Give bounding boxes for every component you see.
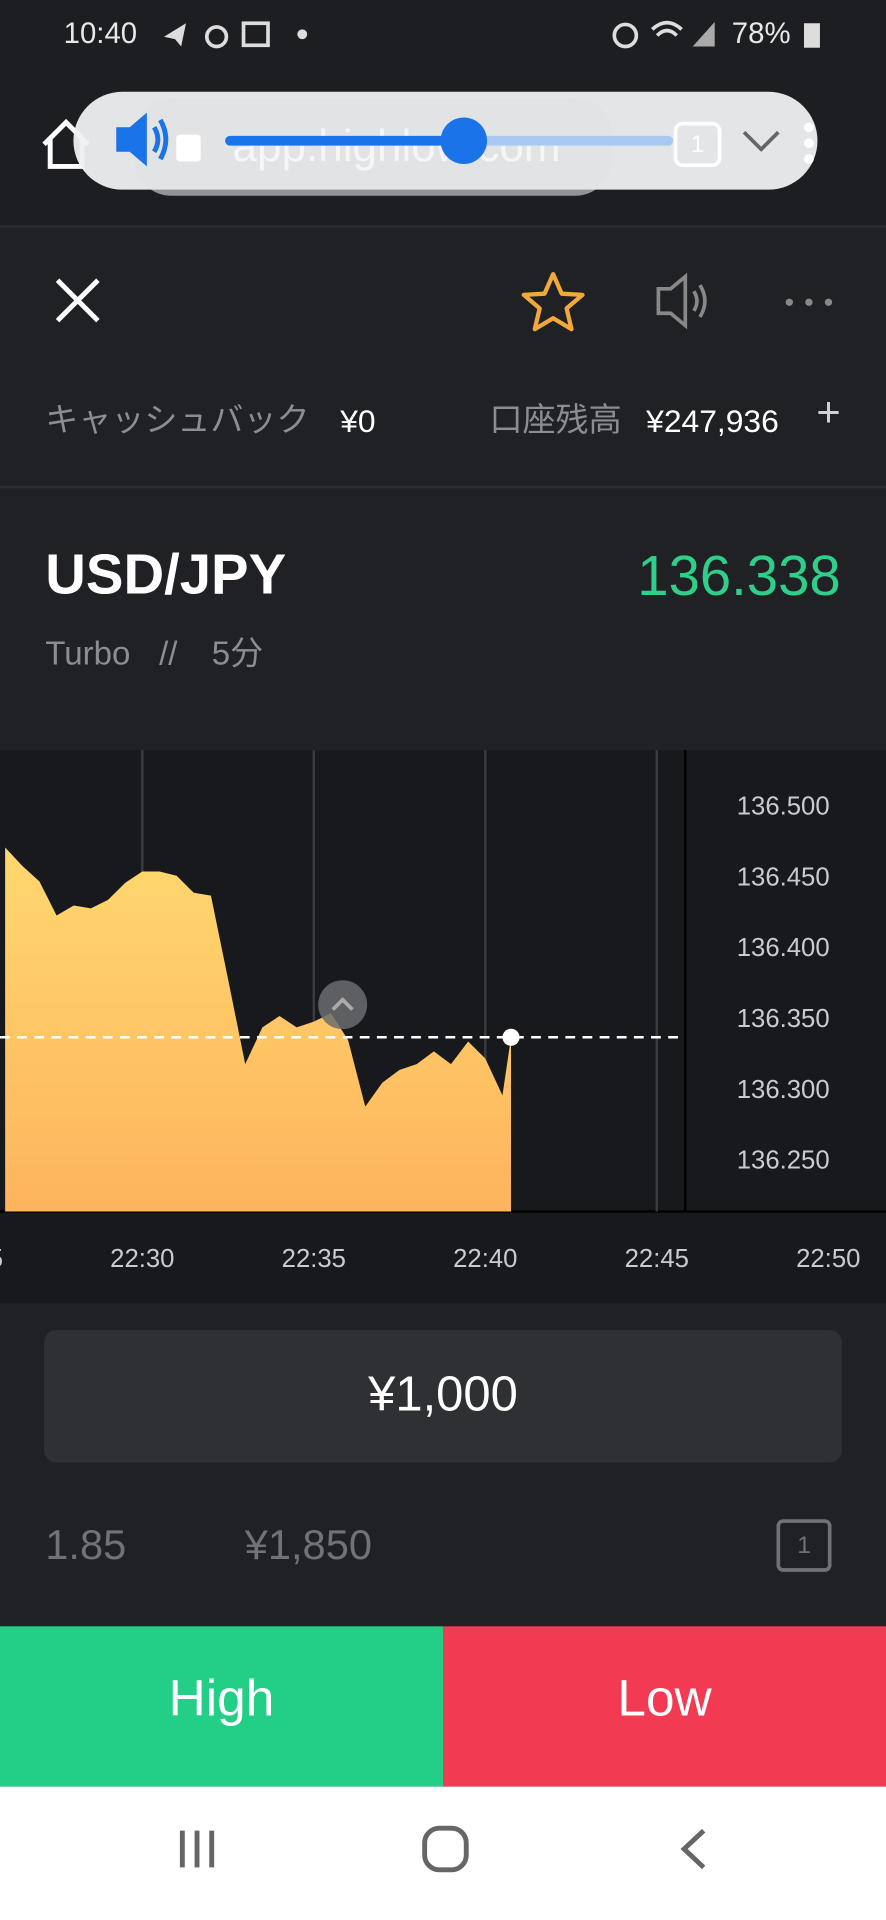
favorite-icon[interactable] — [521, 271, 585, 332]
alarm-icon — [612, 22, 639, 49]
product-name: Turbo — [45, 636, 130, 673]
volume-waves — [152, 118, 169, 161]
y-tick-label: 136.400 — [737, 934, 830, 962]
current-point — [502, 1028, 520, 1046]
product-duration: 5分 — [212, 636, 263, 673]
recents-button[interactable] — [179, 1830, 215, 1868]
one-click-icon[interactable] — [776, 1519, 832, 1572]
sound-icon[interactable] — [656, 272, 688, 330]
balance-value: ¥247,936 — [645, 403, 779, 439]
menu-dot — [804, 122, 814, 133]
volume-track-fill — [225, 135, 466, 146]
low-label: Low — [617, 1669, 712, 1727]
one-click-count: 1 — [797, 1532, 811, 1559]
gallery-icon — [241, 21, 270, 48]
x-tick-label: 22:35 — [282, 1245, 346, 1273]
menu-dot — [804, 138, 814, 149]
x-tick-label: 22:50 — [796, 1245, 860, 1273]
cashback-value: ¥0 — [339, 403, 375, 439]
volume-icon — [116, 112, 147, 167]
wifi-icon — [651, 20, 683, 37]
y-tick-label: 136.450 — [737, 863, 830, 891]
product-separator: // — [159, 636, 178, 673]
close-icon[interactable] — [55, 278, 100, 323]
price-area — [5, 847, 512, 1212]
balance-label: 口座残高 — [490, 402, 622, 439]
url-text: app.highlow.com — [233, 122, 561, 171]
signal-icon — [692, 22, 715, 47]
y-tick-label: 136.500 — [737, 793, 830, 821]
back-button[interactable] — [680, 1828, 706, 1870]
dot-icon — [297, 29, 308, 40]
home-button[interactable] — [422, 1825, 469, 1873]
lock-icon — [176, 134, 201, 162]
price-chart: 22:25 22:30 22:35 22:40 22:45 22:50 136.500 136… — [0, 750, 860, 1273]
tab-count: 1 — [691, 131, 705, 158]
timer-icon — [204, 25, 229, 49]
more-dot[interactable] — [785, 298, 793, 306]
payout-rate: 1.85 — [45, 1521, 126, 1568]
high-label: High — [169, 1669, 275, 1727]
tabs-button[interactable] — [673, 121, 722, 168]
x-tick-label: 22:45 — [625, 1245, 689, 1273]
x-tick-label: 22:40 — [453, 1245, 517, 1273]
y-tick-label: 136.300 — [737, 1076, 830, 1104]
amount-field[interactable] — [44, 1330, 842, 1463]
url-field[interactable] — [134, 97, 612, 196]
volume-track — [465, 135, 674, 146]
battery-text: 78% — [732, 17, 791, 50]
x-tick-label: 22:30 — [110, 1245, 174, 1273]
asset-price: 136.338 — [637, 544, 840, 607]
x-tick-label: 22:25 — [0, 1245, 3, 1273]
battery-icon — [804, 23, 820, 48]
y-tick-label: 136.250 — [737, 1147, 830, 1175]
scroll-arrow — [331, 997, 354, 1011]
more-dot — [805, 298, 813, 306]
status-time: 10:40 — [64, 17, 137, 50]
payout: ¥1,850 — [244, 1521, 372, 1568]
asset-symbol: USD/JPY — [45, 543, 286, 606]
sound-waves — [692, 284, 707, 318]
more-dot — [824, 298, 833, 306]
cashback-label: キャッシュバック — [45, 402, 309, 439]
low-button[interactable] — [443, 1626, 886, 1787]
amount: ¥1,000 — [367, 1367, 518, 1421]
high-button[interactable] — [0, 1626, 443, 1787]
y-tick-label: 136.350 — [737, 1005, 830, 1033]
deposit-button[interactable]: + — [816, 388, 840, 435]
chevron[interactable] — [742, 130, 780, 152]
volume-thumb[interactable] — [440, 117, 488, 164]
nav-bar — [0, 1786, 886, 1920]
telegram-icon — [163, 23, 187, 47]
scroll-bubble — [318, 980, 368, 1030]
menu-dot — [804, 154, 814, 164]
